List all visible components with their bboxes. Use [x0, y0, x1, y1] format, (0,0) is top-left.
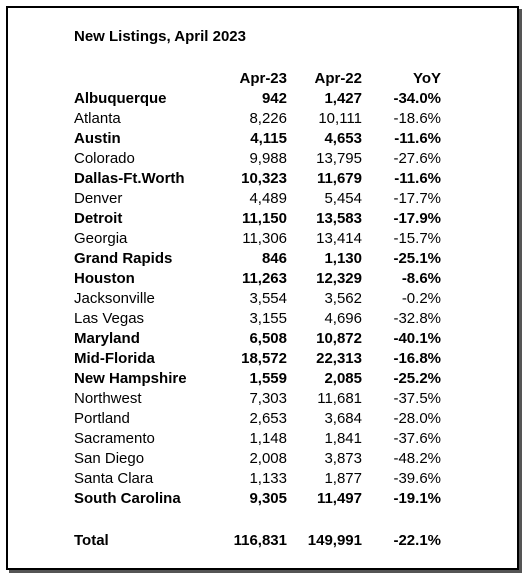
- cell: 846: [261, 250, 287, 267]
- cell: -34.0%: [393, 90, 441, 107]
- cell: -11.6%: [394, 170, 441, 187]
- cell: -48.2%: [393, 450, 441, 467]
- row-label: Atlanta: [74, 110, 121, 127]
- cell: -37.5%: [393, 390, 441, 407]
- row-label: Colorado: [74, 150, 135, 167]
- cell: 4,489: [249, 190, 287, 207]
- cell: -19.1%: [393, 490, 441, 507]
- cell: 22,313: [316, 350, 362, 367]
- cell: 3,562: [324, 290, 362, 307]
- cell: 4,653: [324, 130, 362, 147]
- cell: 6,508: [249, 330, 287, 347]
- cell: 1,427: [324, 90, 362, 107]
- cell: -28.0%: [393, 410, 441, 427]
- cell: 3,873: [324, 450, 362, 467]
- row-label: Las Vegas: [74, 310, 145, 327]
- row-label: San Diego: [74, 450, 145, 467]
- row-label: New Hampshire: [74, 370, 187, 387]
- cell: 3,684: [324, 410, 362, 427]
- title: New Listings, April 2023: [74, 28, 246, 45]
- cell: -15.7%: [393, 230, 441, 247]
- column-header: Apr-22: [314, 70, 362, 87]
- row-label: Grand Rapids: [74, 250, 173, 267]
- row-label: Maryland: [74, 330, 140, 347]
- row-label: Georgia: [74, 230, 128, 247]
- cell: 3,155: [249, 310, 287, 327]
- cell: -37.6%: [393, 430, 441, 447]
- cell: 11,306: [242, 230, 287, 247]
- cell: 11,150: [241, 210, 287, 227]
- cell: -11.6%: [394, 130, 441, 147]
- cell: 13,795: [316, 150, 362, 167]
- row-label: Santa Clara: [74, 470, 154, 487]
- cell: 5,454: [324, 190, 362, 207]
- cell: -32.8%: [393, 310, 441, 327]
- cell: 1,841: [324, 430, 362, 447]
- cell: 1,877: [324, 470, 362, 487]
- cell: 1,559: [249, 370, 287, 387]
- row-label: Total: [74, 532, 109, 549]
- row-label: Houston: [74, 270, 135, 287]
- cell: -22.1%: [393, 532, 441, 549]
- cell: -25.1%: [393, 250, 441, 267]
- cell: 11,263: [241, 270, 287, 287]
- row-label: Portland: [74, 410, 130, 427]
- cell: 13,583: [316, 210, 362, 227]
- cell: 3,554: [249, 290, 287, 307]
- row-label: Jacksonville: [74, 290, 155, 307]
- row-label: Detroit: [74, 210, 123, 227]
- cell: -25.2%: [393, 370, 441, 387]
- cell: 2,085: [324, 370, 362, 387]
- column-header: Apr-23: [239, 70, 287, 87]
- cell: 10,323: [241, 170, 287, 187]
- cell: 13,414: [316, 230, 362, 247]
- cell: 9,988: [249, 150, 287, 167]
- row-label: Dallas-Ft.Worth: [74, 170, 185, 187]
- cell: -18.6%: [393, 110, 441, 127]
- cell: 4,696: [324, 310, 362, 327]
- cell: 1,148: [249, 430, 287, 447]
- row-label: Northwest: [74, 390, 142, 407]
- cell: 2,008: [249, 450, 287, 467]
- cell: 10,111: [318, 110, 362, 127]
- cell: 18,572: [241, 350, 287, 367]
- table-frame: New Listings, April 2023 Apr-23 Apr-22 YoY…: [6, 6, 519, 570]
- cell: 149,991: [307, 532, 362, 549]
- cell: -0.2%: [401, 290, 441, 307]
- cell: 2,653: [249, 410, 287, 427]
- cell: 116,831: [233, 532, 287, 549]
- cell: -27.6%: [393, 150, 441, 167]
- cell: 9,305: [249, 490, 287, 507]
- cell: 942: [261, 90, 287, 107]
- cell: -17.9%: [393, 210, 441, 227]
- cell: 8,226: [249, 110, 287, 127]
- cell: -39.6%: [393, 470, 441, 487]
- row-label: Mid-Florida: [74, 350, 155, 367]
- cell: 11,679: [316, 170, 362, 187]
- row-label: Sacramento: [74, 430, 155, 447]
- cell: 10,872: [316, 330, 362, 347]
- cell: 4,115: [250, 130, 287, 147]
- column-header: YoY: [412, 70, 441, 87]
- cell: -16.8%: [393, 350, 441, 367]
- cell: 11,681: [317, 390, 362, 407]
- row-label: South Carolina: [74, 490, 181, 507]
- cell: 7,303: [249, 390, 287, 407]
- cell: 11,497: [316, 490, 362, 507]
- cell: 1,130: [324, 250, 362, 267]
- row-label: Austin: [74, 130, 121, 147]
- row-label: Albuquerque: [74, 90, 167, 107]
- cell: 12,329: [316, 270, 362, 287]
- cell: -8.6%: [401, 270, 441, 287]
- cell: -40.1%: [393, 330, 441, 347]
- row-label: Denver: [74, 190, 123, 207]
- cell: 1,133: [249, 470, 287, 487]
- cell: -17.7%: [393, 190, 441, 207]
